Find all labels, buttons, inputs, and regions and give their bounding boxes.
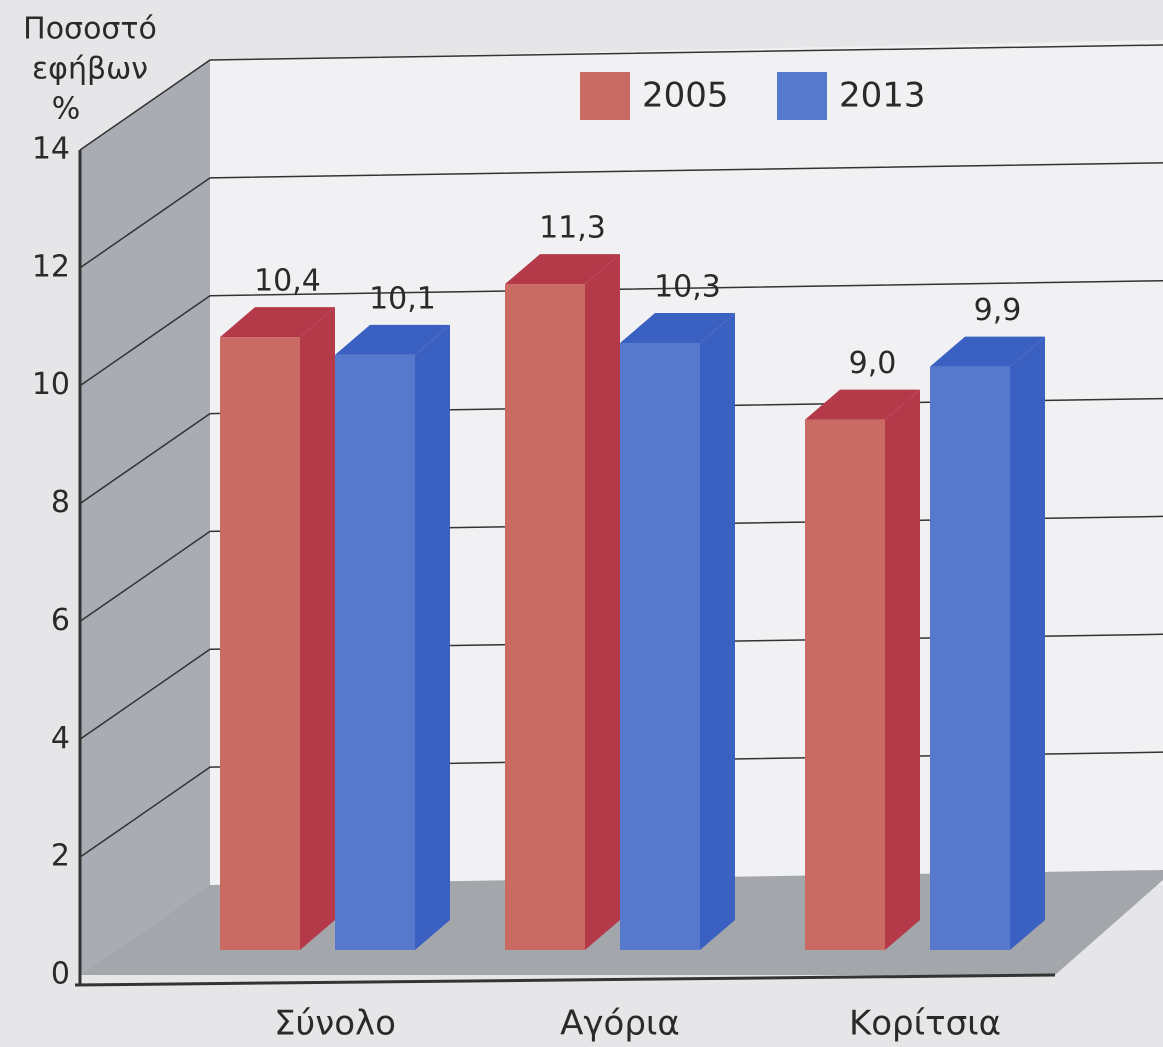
y-tick-label: 2: [51, 839, 70, 874]
bar: [505, 254, 620, 950]
value-label: 9,9: [974, 293, 1022, 328]
bar-side: [1010, 336, 1045, 950]
bar: [930, 336, 1045, 950]
bar-side: [415, 324, 450, 951]
bar-side: [585, 254, 620, 950]
y-axis-title: %: [52, 92, 81, 127]
value-label: 10,3: [654, 270, 721, 305]
side-wall: [80, 60, 210, 975]
bar-front: [805, 419, 885, 951]
bar-side: [300, 307, 335, 951]
bar-top: [505, 254, 620, 285]
grid-line: [79, 44, 1163, 151]
x-axis: [74, 973, 1056, 987]
value-label: 10,1: [369, 281, 436, 316]
y-tick-label: 12: [32, 249, 70, 284]
legend-swatch: [580, 72, 630, 120]
grid-line: [79, 279, 1163, 387]
x-tick-label: Κορίτσια: [849, 1004, 1001, 1044]
y-axis-title: Ποσοστό: [23, 12, 157, 47]
bar-front: [505, 284, 585, 950]
x-tick-label: Αγόρια: [560, 1004, 680, 1044]
y-tick-label: 8: [51, 485, 70, 520]
legend-label: 2005: [642, 76, 729, 116]
grid-line: [79, 162, 1163, 269]
y-tick-label: 6: [51, 603, 70, 638]
bar: [335, 324, 450, 951]
y-axis-title: εφήβων: [32, 52, 148, 87]
bar-front: [335, 354, 415, 951]
bar-front: [620, 343, 700, 950]
bar-top: [805, 389, 920, 420]
value-label: 9,0: [849, 346, 897, 381]
y-tick-label: 10: [32, 367, 70, 402]
bar-top: [930, 336, 1045, 367]
y-tick-label: 4: [51, 721, 70, 756]
bar: [220, 307, 335, 951]
bar-top: [220, 307, 335, 338]
value-label: 10,4: [254, 264, 321, 299]
y-tick-label: 14: [32, 132, 70, 167]
bar: [805, 389, 920, 951]
bar-front: [220, 337, 300, 951]
value-label: 11,3: [539, 211, 606, 246]
bar-side: [885, 389, 920, 951]
bar-top: [620, 313, 735, 344]
x-tick-label: Σύνολο: [274, 1004, 396, 1044]
bar-side: [700, 313, 735, 950]
legend-swatch: [777, 72, 827, 120]
legend-label: 2013: [839, 76, 926, 116]
bar-top: [335, 324, 450, 355]
y-tick-label: 0: [51, 957, 70, 992]
bar-front: [930, 366, 1010, 950]
bar: [620, 313, 735, 950]
